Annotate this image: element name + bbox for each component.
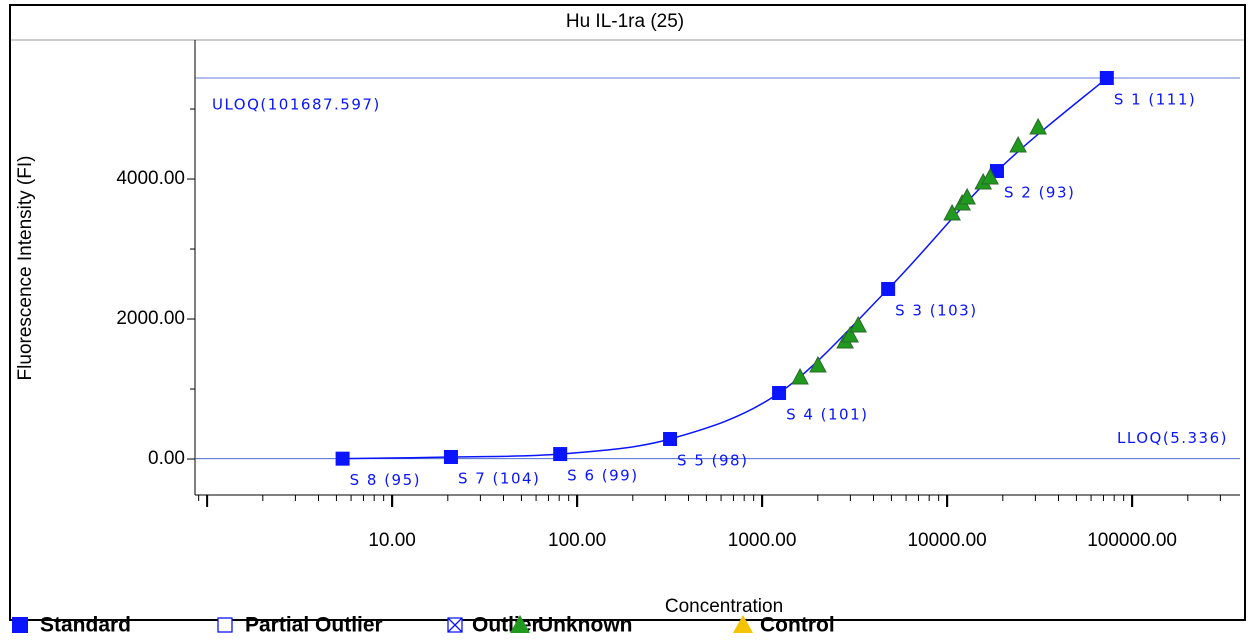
frame [9,4,1246,621]
y-tick-label: 4000.00 [116,168,185,189]
x-tick-label: 10000.00 [907,530,986,551]
x-tick-label: 100.00 [548,530,606,551]
point-label: S 3 (103) [895,301,977,319]
legend-swatch [217,617,233,633]
legend-item: Standard [12,614,131,637]
standard-point [443,449,458,464]
legend-label: Standard [40,614,131,637]
legend-label: Partial Outlier [245,614,383,637]
y-axis-label: Fluorescence Intensity (FI) [15,156,36,381]
triangle-point [791,367,809,385]
triangle-point [1009,135,1027,153]
triangle-point [809,355,827,373]
x-tick-label: 10.00 [368,530,416,551]
legend-label: Control [760,614,835,637]
triangle-point [943,203,961,221]
x-tick-label: 1000.00 [728,530,797,551]
y-tick-label: 2000.00 [116,308,185,329]
standard-point [772,386,787,401]
standard-point [663,432,678,446]
standard-point [553,447,568,462]
triangle-point [849,315,867,333]
point-label: S 5 (98) [677,452,748,470]
legend-swatch [447,617,463,633]
point-label: S 6 (99) [567,467,638,485]
legend-swatch [510,615,530,633]
triangle-point [958,187,976,205]
y-tick-label: 0.00 [148,448,185,469]
legend-swatch [733,615,753,633]
triangle-point [841,325,859,343]
point-label: S 1 (111) [1114,91,1196,109]
reference-label: ULOQ(101687.597) [212,96,381,114]
x-axis-label: Concentration [665,596,783,617]
point-label: S 2 (93) [1004,184,1075,202]
legend-item: Partial Outlier [217,614,383,637]
triangle-point [981,167,999,185]
reference-label: LLOQ(5.336) [1117,429,1228,447]
point-label: S 8 (95) [350,471,421,489]
chart-title: Hu IL-1ra (25) [566,11,684,32]
legend-label: Outlier [472,614,540,637]
triangle-point [1029,117,1047,135]
legend-item: Control [733,614,835,637]
standard-point [1099,71,1114,86]
legend-item: Unknown [510,614,633,637]
standard-point [881,281,896,296]
legend-swatch [12,617,28,633]
legend-label: Unknown [538,614,633,637]
x-tick-label: 100000.00 [1087,530,1177,551]
point-label: S 7 (104) [458,469,540,487]
standard-point [335,451,350,466]
point-label: S 4 (101) [786,406,868,424]
